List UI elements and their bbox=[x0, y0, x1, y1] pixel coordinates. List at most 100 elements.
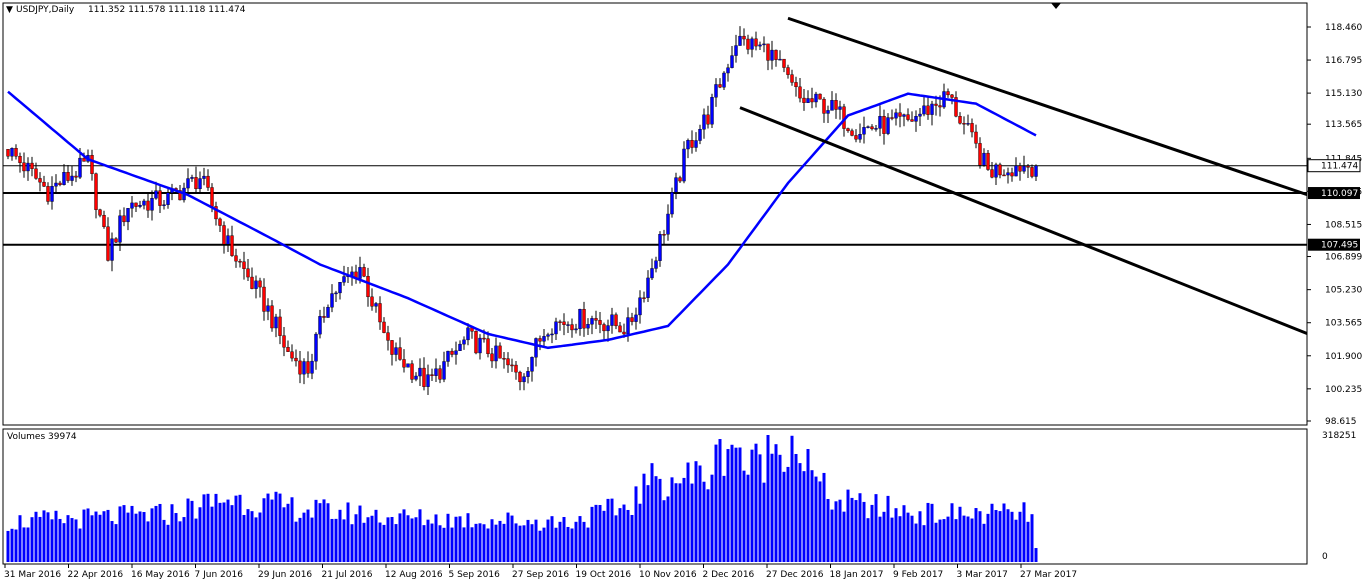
candle-down bbox=[422, 367, 426, 387]
candle-up bbox=[866, 126, 870, 128]
volume-bar bbox=[486, 528, 490, 562]
candle-down bbox=[90, 155, 94, 174]
volume-bar bbox=[370, 515, 374, 562]
volume-bar bbox=[978, 511, 982, 562]
candle-up bbox=[914, 116, 918, 122]
candle-down bbox=[390, 340, 394, 355]
moving-average-line[interactable] bbox=[7, 90, 1037, 350]
candle-up bbox=[454, 350, 458, 355]
volume-bar bbox=[654, 476, 658, 562]
candle-down bbox=[270, 305, 274, 329]
volume-bar bbox=[910, 515, 914, 562]
x-tick-label: 27 Mar 2017 bbox=[1020, 570, 1077, 580]
candle-up bbox=[442, 361, 446, 380]
volume-bar bbox=[506, 512, 510, 562]
candle-down bbox=[662, 233, 666, 236]
volume-bar bbox=[814, 476, 818, 562]
volume-bar bbox=[854, 500, 858, 562]
chart-shift-marker-icon[interactable] bbox=[1051, 3, 1061, 9]
volume-bar bbox=[102, 511, 106, 562]
candle-down bbox=[482, 337, 486, 340]
candle-down bbox=[1018, 165, 1022, 172]
volume-bar bbox=[950, 503, 954, 562]
dropdown-arrow-icon[interactable]: ▼ bbox=[6, 5, 13, 15]
volume-bar bbox=[798, 463, 802, 562]
volume-bar bbox=[514, 523, 518, 562]
candle-up bbox=[578, 308, 582, 330]
lower-trendline[interactable] bbox=[739, 106, 1308, 335]
candle-down bbox=[398, 347, 402, 360]
volume-bar bbox=[58, 518, 62, 562]
candle-up bbox=[466, 327, 470, 341]
candle-up bbox=[646, 277, 650, 298]
x-tick-label: 7 Jun 2016 bbox=[195, 570, 244, 580]
upper-trendline[interactable] bbox=[787, 16, 1308, 197]
candle-up bbox=[806, 98, 810, 103]
candle-down bbox=[22, 162, 26, 172]
candle-down bbox=[1030, 167, 1034, 177]
volume-bar bbox=[554, 527, 558, 562]
volume-bar bbox=[494, 524, 498, 562]
volume-bar bbox=[930, 503, 934, 562]
volume-bar bbox=[898, 516, 902, 562]
volume-bar bbox=[522, 525, 526, 562]
candle-down bbox=[66, 172, 70, 181]
candle-down bbox=[818, 93, 822, 100]
volume-bar bbox=[642, 473, 646, 562]
symbol-timeframe: USDJPY,Daily bbox=[16, 5, 75, 15]
candle-down bbox=[514, 364, 518, 373]
volume-bar bbox=[34, 511, 38, 562]
y-tick-label: 105.230 bbox=[1325, 286, 1362, 296]
candle-up bbox=[554, 321, 558, 335]
volume-bar bbox=[574, 521, 578, 562]
volume-bar bbox=[1034, 548, 1038, 562]
candle-down bbox=[146, 200, 150, 211]
candle-down bbox=[562, 321, 566, 325]
candle-up bbox=[406, 363, 410, 368]
x-tick-label: 31 Mar 2016 bbox=[4, 570, 61, 580]
candle-up bbox=[186, 178, 190, 189]
candle-up bbox=[318, 316, 322, 335]
volume-bar bbox=[902, 505, 906, 562]
candle-down bbox=[322, 316, 326, 318]
candle-up bbox=[50, 185, 54, 202]
volume-bar bbox=[78, 528, 82, 562]
candle-down bbox=[882, 115, 886, 134]
candle-up bbox=[1034, 165, 1038, 177]
volume-bar bbox=[1026, 521, 1030, 562]
y-tick-label: 101.900 bbox=[1325, 352, 1362, 362]
candle-up bbox=[658, 233, 662, 261]
candle-down bbox=[38, 178, 42, 183]
candle-down bbox=[378, 303, 382, 323]
candle-up bbox=[326, 307, 330, 318]
candle-up bbox=[534, 338, 538, 358]
volume-bar bbox=[298, 517, 302, 562]
candle-down bbox=[114, 238, 118, 243]
volume-bar bbox=[766, 435, 770, 562]
volume-bar bbox=[818, 481, 822, 562]
candle-up bbox=[478, 337, 482, 354]
volume-bar bbox=[570, 528, 574, 562]
volume-bar bbox=[994, 510, 998, 562]
candle-up bbox=[1014, 165, 1018, 177]
candle-up bbox=[714, 84, 718, 98]
candle-up bbox=[190, 177, 194, 179]
candle-down bbox=[622, 331, 626, 335]
candle-down bbox=[486, 338, 490, 355]
volume-bar bbox=[186, 498, 190, 562]
x-tick-label: 9 Feb 2017 bbox=[893, 570, 943, 580]
volume-bar bbox=[26, 527, 30, 562]
volume-bar bbox=[550, 516, 554, 562]
volume-bar bbox=[18, 515, 22, 562]
candle-down bbox=[210, 187, 214, 207]
volume-bar bbox=[46, 512, 50, 562]
volume-bar bbox=[258, 512, 262, 562]
candle-down bbox=[1026, 165, 1030, 168]
candle-down bbox=[706, 114, 710, 125]
candle-up bbox=[78, 157, 82, 178]
volume-bar bbox=[498, 520, 502, 562]
volume-bar bbox=[878, 516, 882, 562]
x-tick-label: 27 Dec 2016 bbox=[766, 570, 824, 580]
y-tick-label: 115.130 bbox=[1325, 89, 1362, 99]
